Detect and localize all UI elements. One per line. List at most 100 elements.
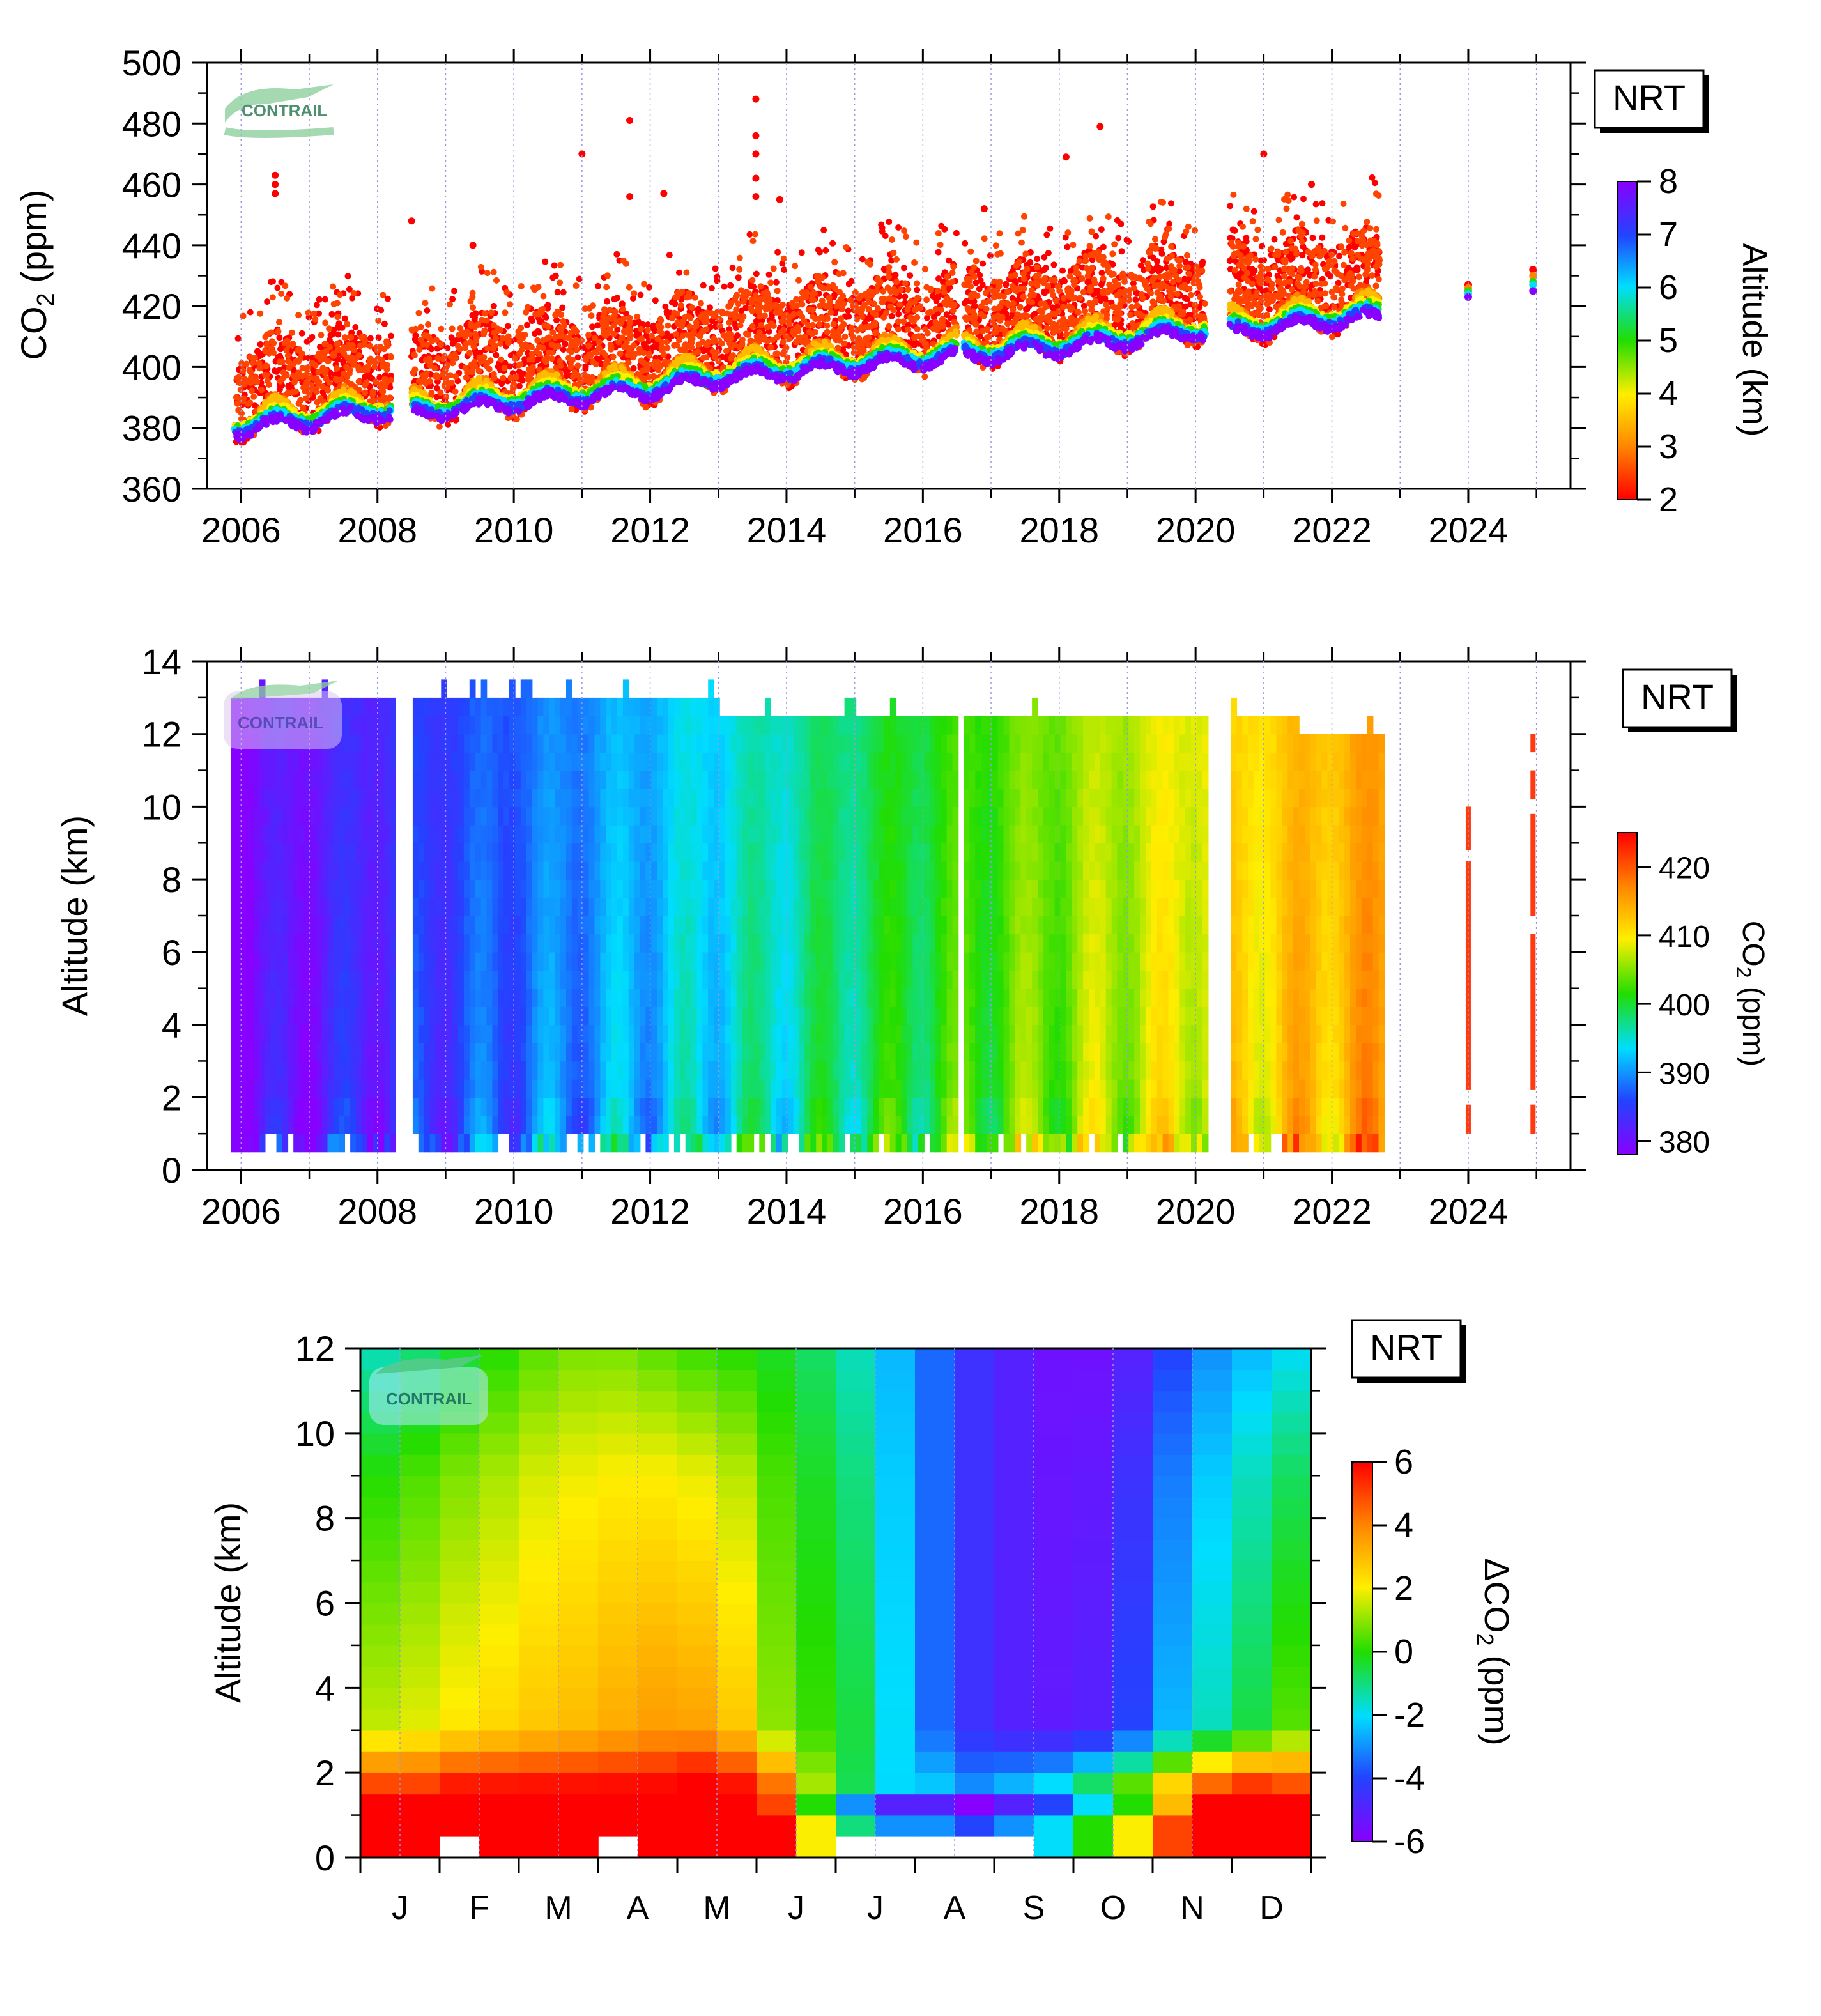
co2-point (625, 359, 632, 366)
co2-point (1092, 298, 1099, 305)
co2-point (616, 318, 623, 325)
co2-point (1138, 291, 1145, 298)
co2-point (1167, 200, 1174, 207)
co2-point (1274, 272, 1281, 279)
co2-point (1149, 203, 1156, 210)
co2-point (242, 376, 249, 383)
co2-point (753, 270, 760, 277)
co2-point (1339, 285, 1346, 292)
co2-point (772, 302, 779, 309)
co2-point (948, 301, 955, 308)
co2-point (905, 326, 912, 333)
co2-point (326, 379, 333, 386)
co2-point (1371, 238, 1378, 244)
co2-point (1014, 311, 1021, 318)
co2-point (1293, 214, 1300, 221)
co2-point (1082, 307, 1089, 314)
co2-point (528, 318, 535, 325)
co2-point (826, 294, 833, 301)
co2-point (749, 277, 756, 284)
co2-point (1319, 250, 1326, 257)
co2-point (1185, 264, 1192, 271)
co2-point (935, 275, 942, 282)
co2-point (490, 371, 497, 378)
co2-point (544, 335, 551, 342)
co2-point (824, 328, 831, 335)
co2-point (856, 335, 863, 342)
co2-point (1349, 255, 1356, 262)
co2-point (524, 321, 530, 328)
co2-point (655, 322, 662, 329)
co2-point (941, 226, 948, 233)
co2-point (1341, 277, 1348, 284)
co2-point (438, 341, 444, 348)
co2-point (483, 362, 490, 369)
co2-point (422, 300, 429, 307)
co2-point (415, 309, 422, 316)
co2-point (457, 346, 463, 353)
co2-point (687, 314, 694, 321)
co2-point (622, 260, 629, 267)
co2-point (1054, 283, 1061, 290)
co2-point (658, 339, 665, 346)
co2-point (326, 325, 333, 332)
co2-point (631, 342, 638, 349)
co2-point (691, 294, 698, 301)
co2-point (511, 355, 518, 362)
co2-point (468, 361, 475, 368)
co2-point (1048, 277, 1055, 284)
co2-point (432, 373, 439, 380)
co2-point (714, 277, 721, 284)
co2-point (752, 231, 758, 238)
co2-point (864, 259, 872, 266)
co2-point (284, 337, 291, 344)
co2-point (716, 316, 723, 323)
co2-point (619, 305, 626, 312)
co2-point (834, 334, 841, 341)
co2-point (348, 355, 355, 362)
co2-point (887, 303, 894, 310)
co2-point (556, 333, 563, 339)
co2-point (1114, 316, 1121, 323)
co2-point (611, 296, 618, 303)
co2-point (276, 358, 283, 365)
co2-point (1098, 226, 1105, 233)
co2-point (313, 302, 320, 309)
co2-point (1128, 304, 1135, 311)
co2-point (905, 286, 912, 293)
co2-point (599, 318, 606, 325)
co2-point (490, 268, 497, 275)
co2-point (748, 296, 755, 304)
co2-point (535, 329, 542, 336)
co2-point (735, 274, 742, 281)
co2-point (1148, 289, 1154, 296)
co2-point (848, 277, 855, 284)
co2-point (1355, 273, 1362, 281)
co2-point (765, 271, 772, 278)
co2-point (1252, 293, 1259, 300)
co2-point (1371, 180, 1378, 187)
co2-point (1103, 262, 1110, 269)
co2-point (1065, 303, 1072, 310)
co2-point (1166, 285, 1173, 292)
co2-point (370, 397, 377, 404)
co2-point (1336, 252, 1342, 259)
co2-point (1192, 302, 1199, 309)
co2-point (878, 221, 885, 228)
co2-point (749, 238, 757, 244)
co2-point (559, 304, 566, 311)
co2-point (1118, 248, 1125, 255)
co2-point (323, 348, 330, 355)
co2-point (1305, 266, 1311, 273)
co2-point (1287, 238, 1295, 245)
co2-point (344, 273, 351, 280)
co2-point (986, 286, 993, 293)
co2-point (328, 311, 335, 318)
co2-point (711, 335, 718, 342)
co2-point (335, 347, 342, 354)
co2-point (608, 346, 615, 353)
co2-point (865, 334, 872, 341)
co2-point (1161, 273, 1168, 279)
co2-point (249, 377, 256, 384)
co2-point (417, 336, 424, 343)
